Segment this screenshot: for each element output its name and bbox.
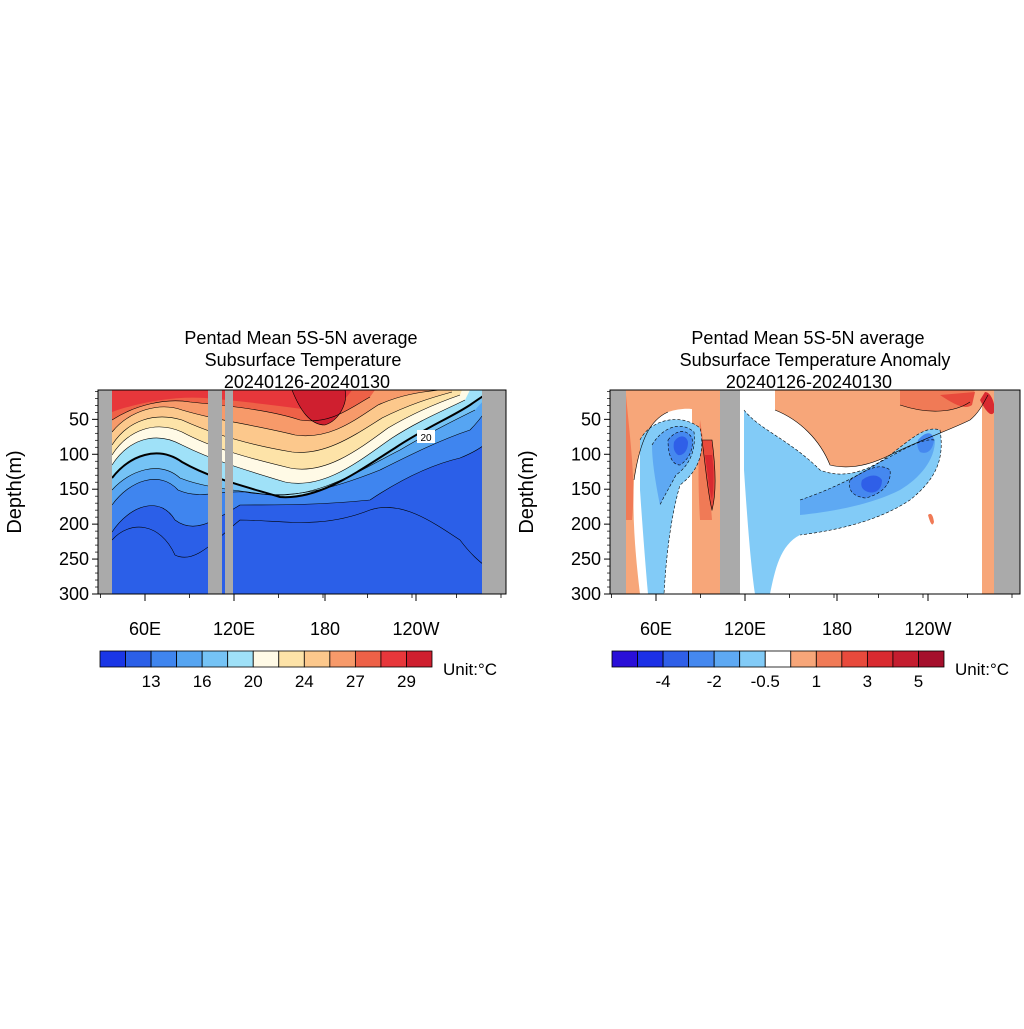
x-tick-label: 120W (392, 619, 439, 639)
land-mask (994, 390, 1020, 594)
right-y-axis-label: Depth(m) (516, 450, 538, 533)
right-y-axis: 50 100 150 200 250 300 (571, 391, 610, 604)
colorbar-label: 1 (812, 672, 821, 691)
left-plot-frame (97, 389, 507, 595)
colorbar-label: -0.5 (751, 672, 780, 691)
colorbar-box (354, 650, 382, 668)
right-title-line-2: Subsurface Temperature Anomaly (680, 350, 951, 370)
y-tick-label: 300 (571, 584, 601, 604)
right-colorbar: -4 -2 -0.5 1 3 5 (611, 650, 945, 691)
colorbar-label: 13 (142, 672, 161, 691)
x-tick-label: 180 (310, 619, 340, 639)
colorbar-box (99, 650, 126, 668)
colorbar-box (150, 650, 178, 668)
left-plot-field (98, 390, 506, 594)
colorbar-box (918, 650, 945, 668)
y-tick-label: 200 (571, 514, 601, 534)
colorbar-box (278, 650, 305, 668)
colorbar-box (406, 650, 433, 668)
colorbar-box (892, 650, 919, 668)
x-tick-label: 120E (724, 619, 766, 639)
y-tick-label: 250 (59, 549, 89, 569)
colorbar-box (303, 650, 331, 668)
y-tick-label: 100 (59, 444, 89, 464)
colorbar-box (764, 650, 792, 668)
y-tick-label: 200 (59, 514, 89, 534)
land-mask (98, 390, 112, 594)
right-title-line-3: 20240126-20240130 (726, 372, 892, 392)
colorbar-box (790, 650, 817, 668)
left-y-axis: 50 100 150 200 250 300 (59, 391, 98, 604)
colorbar-label: -2 (707, 672, 722, 691)
y-tick-label: 150 (571, 479, 601, 499)
colorbar-box (688, 650, 715, 668)
land-mask (610, 390, 626, 594)
x-tick-label: 180 (822, 619, 852, 639)
y-tick-label: 50 (69, 409, 89, 429)
colorbar-box (866, 650, 894, 668)
left-title-line-1: Pentad Mean 5S-5N average (184, 328, 417, 348)
colorbar-box (815, 650, 843, 668)
land-mask (208, 390, 222, 594)
colorbar-label: 20 (244, 672, 263, 691)
y-tick-label: 300 (59, 584, 89, 604)
colorbar-box (201, 650, 229, 668)
left-y-axis-label: Depth(m) (4, 450, 26, 533)
right-panel: Pentad Mean 5S-5N average Subsurface Tem… (516, 328, 1021, 691)
right-unit-label: Unit:°C (955, 660, 1009, 679)
x-tick-label: 120W (904, 619, 951, 639)
right-title-line-1: Pentad Mean 5S-5N average (691, 328, 924, 348)
colorbar-box (739, 650, 766, 668)
colorbar-box (227, 650, 254, 668)
right-x-axis: 60E 120E 180 120W (611, 594, 1013, 639)
colorbar-label: 29 (397, 672, 416, 691)
y-tick-label: 150 (59, 479, 89, 499)
colorbar-label: 3 (863, 672, 872, 691)
right-plot-field (610, 390, 1020, 594)
left-unit-label: Unit:°C (443, 660, 497, 679)
left-panel: Pentad Mean 5S-5N average Subsurface Tem… (4, 328, 507, 691)
land-mask (482, 390, 506, 594)
y-tick-label: 250 (571, 549, 601, 569)
colorbar-box (252, 650, 280, 668)
left-title-line-2: Subsurface Temperature (205, 350, 402, 370)
y-tick-label: 100 (571, 444, 601, 464)
left-colorbar: 13 16 20 24 27 29 (99, 650, 433, 691)
left-x-axis: 60E 120E 180 120W (100, 594, 502, 639)
land-mask (720, 390, 740, 594)
x-tick-label: 120E (213, 619, 255, 639)
colorbar-label: -4 (656, 672, 671, 691)
x-tick-label: 60E (640, 619, 672, 639)
colorbar-box (125, 650, 152, 668)
x-tick-label: 60E (129, 619, 161, 639)
left-title-line-3: 20240126-20240130 (224, 372, 390, 392)
contour-label: 20 (420, 433, 432, 444)
colorbar-label: 5 (914, 672, 923, 691)
colorbar-box (176, 650, 203, 668)
colorbar-label: 16 (193, 672, 212, 691)
colorbar-label: 24 (295, 672, 314, 691)
colorbar-box (637, 650, 664, 668)
contour-label-bg (417, 430, 435, 443)
land-mask (225, 390, 233, 594)
colorbar-box (329, 650, 356, 668)
colorbar-box (841, 650, 868, 668)
colorbar-box (611, 650, 638, 668)
colorbar-label: 27 (346, 672, 365, 691)
colorbar-box (380, 650, 407, 668)
right-plot-frame (609, 389, 1021, 595)
y-tick-label: 50 (581, 409, 601, 429)
colorbar-box (662, 650, 690, 668)
colorbar-box (713, 650, 741, 668)
